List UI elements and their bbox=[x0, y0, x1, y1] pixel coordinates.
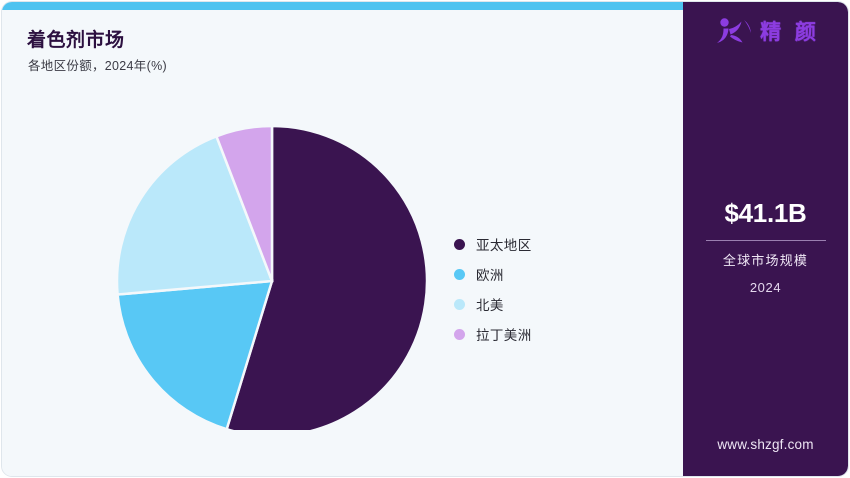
pie-chart bbox=[102, 110, 442, 430]
pie-slice bbox=[214, 124, 274, 282]
stat-block: $41.1B 全球市场规模 2024 bbox=[683, 198, 848, 295]
legend-item: 亚太地区 bbox=[454, 229, 644, 259]
legend-swatch-icon bbox=[454, 238, 465, 250]
legend-label: 欧洲 bbox=[476, 268, 504, 283]
legend-label: 拉丁美洲 bbox=[476, 328, 532, 343]
stat-value: $41.1B bbox=[724, 198, 807, 228]
pie-slice-group bbox=[115, 124, 429, 430]
legend-swatch-icon bbox=[454, 328, 465, 340]
legend-swatch-icon bbox=[454, 268, 465, 280]
pie-slice bbox=[115, 134, 274, 296]
pie-chart-svg bbox=[115, 124, 429, 430]
website-url: www.shzgf.com bbox=[717, 437, 814, 452]
legend-item: 欧洲 bbox=[454, 259, 644, 289]
legend-label: 亚太地区 bbox=[476, 238, 532, 253]
pie-slice bbox=[225, 124, 429, 430]
stat-label: 全球市场规模 bbox=[722, 253, 809, 268]
top-accent-bar bbox=[2, 2, 683, 10]
brand-side-panel: 精 颜 $41.1B 全球市场规模 2024 www.shzgf.com bbox=[683, 2, 848, 476]
pie-slice bbox=[116, 279, 274, 430]
stat-divider bbox=[705, 240, 826, 241]
brand-name: 精 颜 bbox=[760, 21, 820, 44]
stat-year: 2024 bbox=[749, 280, 782, 295]
brand-lockup: 精 颜 bbox=[683, 16, 848, 46]
stylized-figure-logo-icon bbox=[717, 18, 752, 43]
legend-item: 北美 bbox=[454, 289, 644, 319]
legend-item: 拉丁美洲 bbox=[454, 319, 644, 349]
legend-label: 北美 bbox=[476, 298, 504, 313]
chart-pane: 着色剂市场 各地区份额，2024年(%) 亚太地区欧洲北美拉丁美洲 bbox=[2, 10, 683, 476]
page-subtitle: 各地区份额，2024年(%) bbox=[28, 59, 167, 73]
chart-legend: 亚太地区欧洲北美拉丁美洲 bbox=[454, 229, 644, 349]
legend-swatch-icon bbox=[454, 298, 465, 310]
page-title: 着色剂市场 bbox=[27, 30, 125, 51]
